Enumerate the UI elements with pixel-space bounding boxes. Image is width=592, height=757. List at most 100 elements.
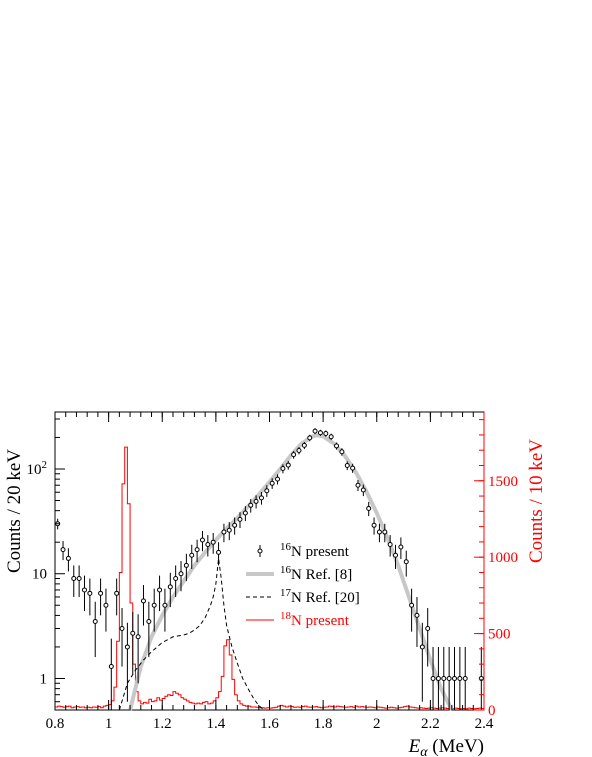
data-marker (301, 442, 307, 448)
data-marker (103, 602, 109, 608)
data-point-16N (366, 501, 372, 517)
data-point-16N (387, 535, 393, 557)
data-point-16N (457, 646, 463, 710)
data-point-16N (419, 622, 425, 702)
data-marker (350, 465, 356, 471)
y-left-tick-label: 1 (40, 671, 48, 687)
data-marker (457, 675, 463, 681)
x-tick-label: 2 (373, 716, 381, 732)
data-marker (280, 466, 286, 472)
data-marker (398, 544, 404, 550)
axis-titles: Eα (MeV) Counts / 20 keV Counts / 10 keV (4, 439, 547, 757)
data-marker (81, 587, 87, 593)
data-marker (173, 576, 179, 582)
series-16N-ref8-curve (128, 433, 454, 711)
data-marker (199, 537, 205, 543)
data-marker (76, 576, 82, 582)
legend-label: 16N present (280, 541, 350, 560)
data-point-16N (98, 578, 104, 616)
data-marker (462, 675, 468, 681)
data-point-16N (425, 608, 431, 667)
data-point-16N (119, 608, 125, 667)
legend-entry: 17N Ref. [20] (246, 587, 360, 606)
plot-area (54, 411, 485, 711)
data-marker (253, 498, 259, 504)
data-marker (92, 618, 98, 624)
data-marker (355, 482, 361, 488)
data-marker (65, 555, 71, 561)
data-point-16N (301, 441, 307, 450)
series-17N-ref20-curve (118, 558, 265, 711)
data-point-16N (162, 588, 168, 632)
data-point-16N (242, 506, 248, 522)
data-point-16N (280, 464, 286, 474)
data-marker (258, 495, 264, 501)
legend-entry: 16N Ref. [8] (246, 564, 352, 583)
x-tick-label: 1.2 (153, 716, 172, 732)
data-marker (135, 634, 141, 640)
data-marker (291, 452, 297, 458)
data-marker (328, 434, 334, 440)
x-axis-title: Eα (MeV) (408, 736, 484, 757)
data-marker (157, 587, 163, 593)
data-marker (323, 431, 329, 437)
data-point-16N (264, 485, 270, 497)
plot-frame (54, 411, 485, 711)
data-marker (269, 480, 275, 486)
data-point-16N (135, 614, 141, 684)
data-marker (194, 547, 200, 553)
data-marker (98, 590, 104, 596)
x-tick-label: 1 (105, 716, 113, 732)
data-point-16N (210, 532, 216, 554)
axes-layer: 0.8 1 1.2 1.4 1.6 1.8 2 2.2 2.4 1 10 102 0 500 1000 150… (27, 412, 518, 732)
data-point-16N (232, 517, 238, 535)
x-tick-label: 0.8 (46, 716, 65, 732)
data-marker (221, 529, 227, 535)
data-point-16N (87, 578, 93, 616)
data-point-16N (339, 448, 345, 456)
data-marker (87, 590, 93, 596)
data-marker (210, 539, 216, 545)
data-marker (130, 630, 136, 636)
data-point-16N (92, 601, 98, 658)
data-point-16N (355, 480, 361, 492)
data-marker (452, 675, 458, 681)
data-point-16N (323, 430, 329, 437)
data-point-16N (344, 461, 350, 471)
data-marker (71, 576, 77, 582)
data-marker (216, 549, 222, 555)
data-marker (344, 462, 350, 468)
y-left-tick-label: 10 (32, 567, 47, 583)
data-marker (242, 510, 248, 516)
data-point-16N (334, 442, 340, 450)
data-point-16N (237, 512, 243, 529)
data-point-16N (350, 463, 356, 473)
data-point-16N (435, 646, 441, 710)
data-point-16N (382, 523, 388, 543)
y-left-tick-label: 102 (27, 459, 48, 478)
data-marker (205, 542, 211, 548)
legend-entry: 18N present (246, 610, 350, 629)
data-point-16N (76, 565, 82, 597)
data-point-16N (441, 646, 447, 710)
data-marker (312, 428, 318, 434)
data-point-16N (430, 646, 436, 710)
data-point-16N (194, 539, 200, 563)
data-marker (162, 602, 168, 608)
legend-entry: 16N present (257, 541, 350, 560)
data-marker (339, 449, 345, 455)
y-left-axis-title: Counts / 20 keV (4, 449, 25, 573)
y-right-tick-label: 500 (488, 627, 511, 643)
data-marker (414, 612, 420, 618)
data-marker (382, 529, 388, 535)
data-point-16N (146, 601, 152, 658)
data-point-16N (221, 523, 227, 543)
data-marker (285, 462, 291, 468)
data-point-16N (414, 596, 420, 647)
legend: 16N present 16N Ref. [8] 17N Ref. [20] 18N … (246, 541, 360, 629)
legend-label: 17N Ref. [20] (280, 587, 360, 606)
data-marker (441, 675, 447, 681)
data-point-16N (317, 429, 323, 436)
data-marker (232, 522, 238, 528)
